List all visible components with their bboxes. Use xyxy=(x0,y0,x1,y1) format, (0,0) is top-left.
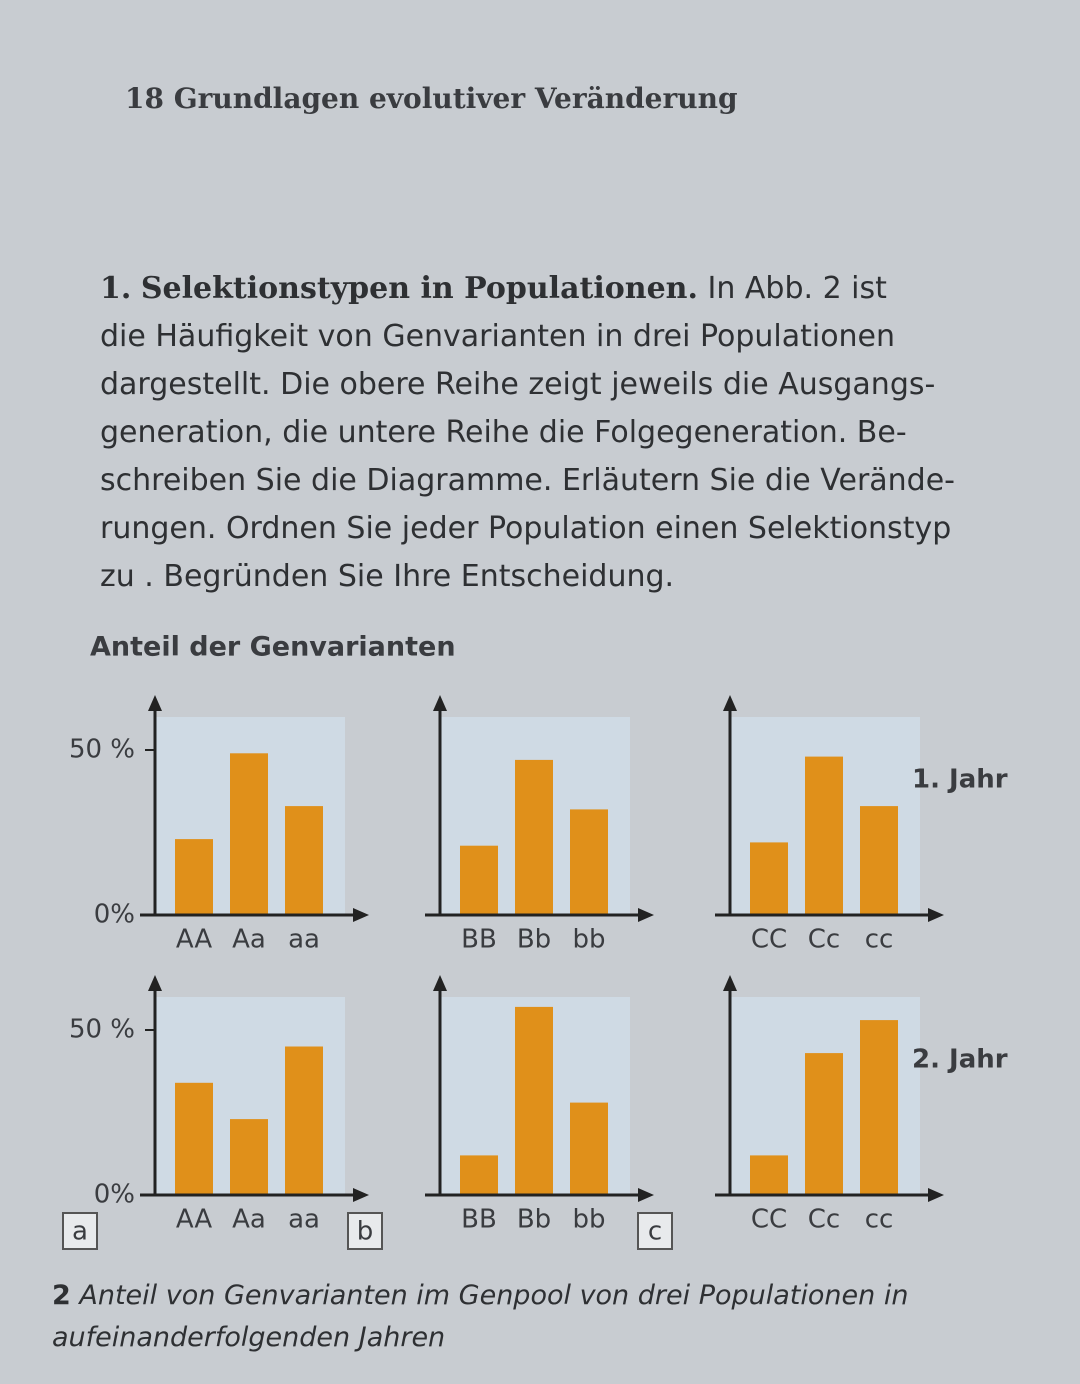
exercise-line: die Häufigkeit von Genvarianten in drei … xyxy=(100,319,896,354)
x-axis-arrow xyxy=(638,908,654,922)
row-label: 2. Jahr xyxy=(912,1045,1008,1075)
x-tick-label: BB xyxy=(461,1205,497,1235)
bar xyxy=(805,1053,843,1195)
caption-text: Anteil von Genvarianten im Genpool von d… xyxy=(52,1280,909,1353)
bar xyxy=(750,842,788,915)
exercise: 1. Selektionstypen in Populationen. In A… xyxy=(100,265,1020,601)
panel-label: b xyxy=(357,1217,374,1247)
bar xyxy=(570,809,608,915)
exercise-title: Selektionstypen in Populationen. xyxy=(140,271,698,306)
bar xyxy=(460,1155,498,1195)
x-axis-arrow xyxy=(353,1188,369,1202)
exercise-line: schreiben Sie die Diagramme. Erläutern S… xyxy=(100,463,955,498)
x-tick-label: cc xyxy=(865,925,894,955)
row-label: 1. Jahr xyxy=(912,765,1008,795)
x-tick-label: BB xyxy=(461,925,497,955)
y-axis-label: Anteil der Genvarianten xyxy=(90,632,456,663)
bar xyxy=(515,759,553,915)
y-axis-arrow xyxy=(723,695,737,711)
x-tick-label: Aa xyxy=(232,1205,266,1235)
caption-number: 2 xyxy=(52,1280,71,1311)
page-header: 18 Grundlagen evolutiver Veränderung xyxy=(125,82,738,115)
exercise-line: generation, die untere Reihe die Folgege… xyxy=(100,415,907,450)
x-tick-label: Bb xyxy=(517,925,551,955)
bar xyxy=(805,756,843,915)
bar xyxy=(750,1155,788,1195)
panel-label: c xyxy=(648,1217,662,1247)
x-axis-arrow xyxy=(928,1188,944,1202)
bar xyxy=(230,753,268,915)
x-axis-arrow xyxy=(353,908,369,922)
x-tick-label: Aa xyxy=(232,925,266,955)
panel-box xyxy=(62,1212,98,1250)
exercise-number: 1. xyxy=(100,271,132,306)
x-tick-label: aa xyxy=(288,1205,320,1235)
panel-box xyxy=(637,1212,673,1250)
x-tick-label: AA xyxy=(176,925,213,955)
page-title: Grundlagen evolutiver Veränderung xyxy=(173,82,738,115)
x-axis-arrow xyxy=(928,908,944,922)
exercise-line: dargestellt. Die obere Reihe zeigt jewei… xyxy=(100,367,936,402)
bar xyxy=(515,1006,553,1195)
x-tick-label: CC xyxy=(751,925,787,955)
y-tick-label: 0% xyxy=(94,1180,135,1210)
bar xyxy=(175,839,213,915)
y-axis-arrow xyxy=(433,975,447,991)
bar xyxy=(285,1046,323,1195)
page-number: 18 xyxy=(125,82,164,115)
x-tick-label: Bb xyxy=(517,1205,551,1235)
x-tick-label: AA xyxy=(176,1205,213,1235)
bar xyxy=(460,845,498,915)
x-tick-label: Cc xyxy=(808,1205,840,1235)
exercise-line: rungen. Ordnen Sie jeder Population eine… xyxy=(100,511,952,546)
y-axis-arrow xyxy=(148,975,162,991)
y-axis-arrow xyxy=(433,695,447,711)
y-axis-arrow xyxy=(723,975,737,991)
bar xyxy=(175,1082,213,1195)
y-tick-label: 50 % xyxy=(69,735,135,765)
x-axis-arrow xyxy=(638,1188,654,1202)
exercise-line: In Abb. 2 ist xyxy=(707,271,887,306)
bar xyxy=(230,1119,268,1195)
panel-box xyxy=(347,1212,383,1250)
x-tick-label: bb xyxy=(572,925,605,955)
x-tick-label: CC xyxy=(751,1205,787,1235)
y-tick-label: 0% xyxy=(94,900,135,930)
bar xyxy=(860,806,898,915)
x-tick-label: Cc xyxy=(808,925,840,955)
exercise-line: zu . Begründen Sie Ihre Entscheidung. xyxy=(100,559,675,594)
y-tick-label: 50 % xyxy=(69,1015,135,1045)
bar xyxy=(570,1102,608,1195)
bar xyxy=(285,806,323,915)
x-tick-label: cc xyxy=(865,1205,894,1235)
bar xyxy=(860,1020,898,1195)
y-axis-arrow xyxy=(148,695,162,711)
x-tick-label: aa xyxy=(288,925,320,955)
panel-label: a xyxy=(72,1217,88,1247)
x-tick-label: bb xyxy=(572,1205,605,1235)
caption: 2 Anteil von Genvarianten im Genpool von… xyxy=(52,1275,972,1359)
